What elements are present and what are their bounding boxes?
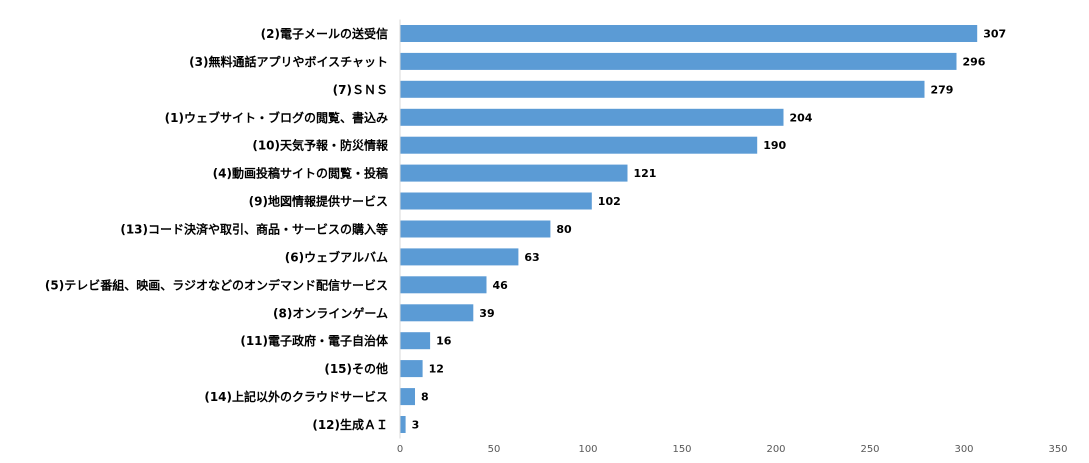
- data-label: 12: [429, 363, 444, 376]
- x-tick-label: 50: [488, 444, 501, 455]
- x-tick-label: 250: [860, 444, 879, 455]
- category-label: (14)上記以外のクラウドサービス: [204, 389, 388, 404]
- data-label: 204: [790, 111, 813, 124]
- bar: [400, 248, 519, 266]
- data-label: 307: [983, 28, 1006, 41]
- bar: [400, 108, 784, 126]
- category-label: (2)電子メールの送受信: [261, 26, 388, 41]
- category-label: (4)動画投稿サイトの閲覧・投稿: [213, 166, 388, 181]
- x-tick-label: 200: [766, 444, 785, 455]
- bar: [400, 80, 925, 98]
- bar: [400, 416, 406, 433]
- data-label: 39: [479, 307, 494, 320]
- category-label: (11)電子政府・電子自治体: [240, 333, 389, 348]
- bar: [400, 388, 415, 406]
- category-label: (12)生成ＡＩ: [312, 417, 388, 432]
- data-label: 8: [421, 391, 429, 404]
- category-label: (13)コード決済や取引、商品・サービスの購入等: [120, 222, 388, 237]
- x-axis: 0 50 100 150 200 250 300 350: [397, 444, 1068, 455]
- bar: [400, 25, 978, 42]
- data-label: 279: [931, 83, 954, 96]
- category-label: (1)ウェブサイト・ブログの閲覧、書込み: [165, 110, 388, 125]
- category-label: (10)天気予報・防災情報: [252, 138, 389, 153]
- data-label: 190: [763, 139, 786, 152]
- data-label: 63: [524, 251, 539, 264]
- bar: [400, 276, 487, 294]
- data-label: 3: [412, 419, 420, 432]
- category-label: (9)地図情報提供サービス: [249, 194, 388, 209]
- category-label: (15)その他: [324, 361, 388, 376]
- category-label: (5)テレビ番組、映画、ラジオなどのオンデマンド配信サービス: [45, 277, 388, 292]
- bar: [400, 304, 474, 322]
- bar: [400, 136, 758, 154]
- plot-area: (2)電子メールの送受信 307 (3)無料通話アプリやボイスチャット 296 (7)Ｓ…: [45, 25, 1006, 433]
- x-tick-label: 350: [1048, 444, 1067, 455]
- x-tick-label: 150: [672, 444, 691, 455]
- bar: [400, 360, 423, 378]
- data-label: 121: [634, 167, 657, 180]
- x-tick-label: 0: [397, 444, 403, 455]
- bar: [400, 52, 957, 70]
- bar: [400, 332, 431, 350]
- data-label: 80: [556, 223, 572, 236]
- data-label: 102: [598, 195, 621, 208]
- category-label: (8)オンラインゲーム: [273, 305, 388, 320]
- category-label: (6)ウェブアルバム: [285, 249, 388, 264]
- category-label: (7)ＳＮＳ: [333, 83, 388, 97]
- x-tick-label: 100: [578, 444, 597, 455]
- category-label: (3)無料通話アプリやボイスチャット: [189, 54, 388, 69]
- bar: [400, 220, 551, 238]
- data-label: 46: [493, 279, 509, 292]
- bar: [400, 164, 628, 182]
- x-tick-label: 300: [954, 444, 973, 455]
- bar: [400, 192, 592, 210]
- data-label: 16: [436, 335, 452, 348]
- data-label: 296: [963, 55, 986, 68]
